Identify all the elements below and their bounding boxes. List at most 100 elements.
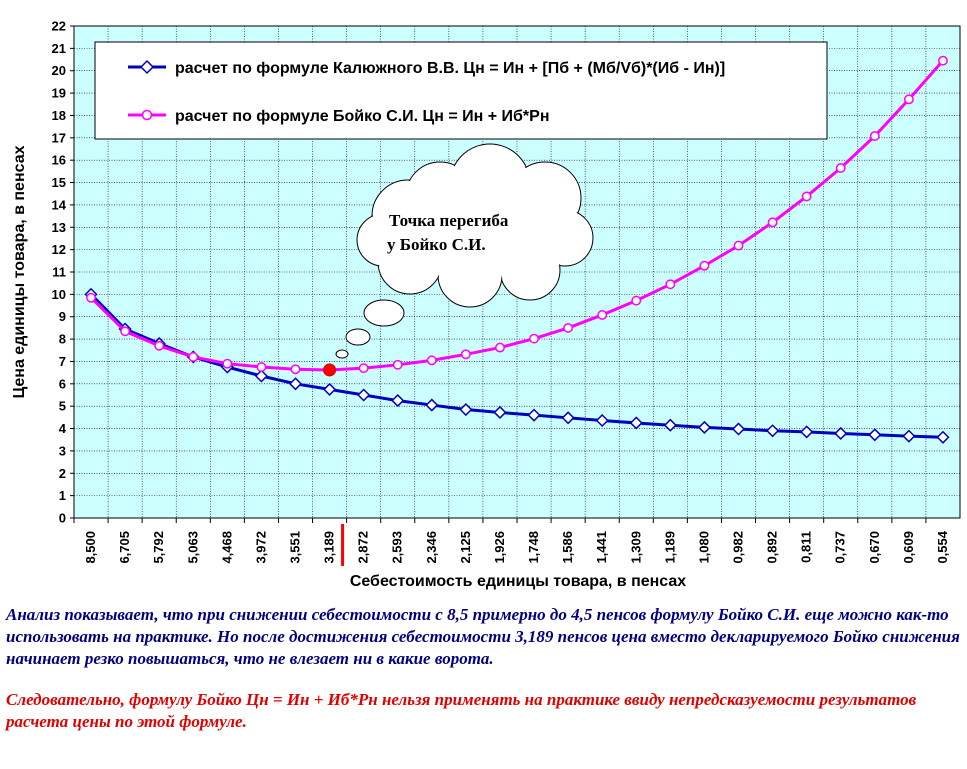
x-tick-label: 1,080: [696, 531, 711, 564]
data-point-0: [288, 377, 303, 391]
data-point-1: [460, 349, 471, 360]
x-tick-label: 5,063: [185, 531, 200, 564]
x-tick-label: 2,346: [424, 531, 439, 564]
x-tick-label: 0,892: [765, 531, 780, 564]
data-point-0: [493, 405, 507, 420]
x-tick-label: 1,748: [526, 531, 541, 564]
data-point-0: [527, 408, 541, 422]
x-tick-label: 3,972: [253, 531, 268, 564]
data-point-0: [561, 411, 575, 425]
y-tick-label: 3: [59, 443, 66, 458]
x-tick-label: 1,441: [594, 531, 609, 564]
data-point-1: [631, 295, 642, 306]
y-tick-label: 6: [59, 376, 66, 391]
x-tick-label: 6,705: [117, 531, 132, 564]
y-tick-label: 19: [52, 86, 66, 101]
x-tick-label: 2,593: [390, 531, 405, 564]
y-tick-label: 12: [52, 242, 66, 257]
x-tick-label: 0,554: [935, 530, 950, 563]
y-tick-label: 2: [59, 466, 66, 481]
callout-line-2: у Бойко С.И.: [387, 235, 486, 254]
y-tick-label: 8: [59, 332, 66, 347]
data-point-0: [834, 426, 848, 441]
x-tick-label: 1,189: [662, 531, 677, 564]
data-point-1: [256, 362, 267, 372]
data-point-0: [629, 416, 643, 430]
data-point-1: [733, 240, 744, 251]
y-tick-label: 5: [59, 399, 66, 414]
x-tick-label: 1,309: [628, 531, 643, 564]
data-point-1: [222, 358, 233, 369]
conclusion-note: Следовательно, формулу Бойко Цн = Ин + И…: [6, 690, 917, 731]
y-tick-label: 4: [59, 421, 67, 436]
y-axis-title: Цена единицы товара, в пенсах: [11, 145, 28, 398]
data-point-0: [697, 420, 711, 434]
y-tick-label: 11: [52, 265, 66, 280]
data-point-1: [529, 333, 539, 344]
data-point-1: [188, 352, 199, 362]
data-point-0: [936, 430, 950, 444]
data-point-1: [358, 363, 369, 374]
data-point-1: [767, 217, 778, 228]
data-point-1: [699, 260, 710, 271]
data-point-1: [154, 340, 165, 351]
y-tick-label: 13: [52, 220, 66, 235]
y-tick-label: 20: [52, 63, 66, 78]
data-point-0: [595, 413, 609, 428]
data-point-0: [766, 424, 780, 438]
series-line-1: [89, 59, 945, 372]
x-tick-label: 3,551: [288, 531, 303, 564]
data-point-1: [903, 94, 914, 105]
x-tick-label: 0,609: [901, 531, 916, 564]
x-tick-label: 8,500: [83, 531, 98, 564]
data-point-1: [392, 359, 403, 370]
series-group: [84, 55, 950, 444]
x-axis: 8,500 6,705 5,792 5,063 4,468 3,972 3,551 3,189…: [73, 518, 950, 564]
x-tick-label: 0,982: [731, 531, 746, 564]
data-point-1: [495, 342, 505, 353]
x-tick-label: 0,670: [867, 531, 882, 564]
y-tick-label: 15: [52, 175, 66, 190]
y-tick-label: 17: [52, 130, 66, 145]
y-tick-label: 7: [59, 354, 66, 369]
data-point-0: [663, 418, 677, 432]
data-point-0: [254, 369, 268, 383]
inflection-callout: Точка перегиба у Бойко С.И.: [335, 143, 594, 359]
data-point-1: [290, 364, 301, 375]
x-tick-label: 0,811: [799, 531, 814, 563]
x-tick-label: 1,926: [492, 531, 507, 564]
x-tick-label: 1,586: [560, 531, 575, 564]
y-tick-label: 10: [52, 287, 66, 302]
legend-marker-kalyuzhny: [139, 59, 155, 75]
data-point-1: [869, 131, 880, 141]
data-point-1: [563, 322, 574, 333]
data-point-0: [425, 398, 439, 412]
inflection-point: [323, 363, 337, 377]
data-point-1: [86, 292, 96, 303]
data-point-1: [597, 309, 608, 320]
data-point-1: [665, 279, 676, 290]
y-tick-label: 18: [52, 108, 66, 123]
data-point-0: [391, 394, 405, 408]
y-tick-label: 21: [52, 41, 66, 56]
y-tick-label: 16: [52, 153, 66, 168]
legend-marker-boyko: [141, 109, 153, 121]
x-tick-label: 4,468: [219, 531, 234, 564]
y-tick-label: 0: [59, 511, 66, 526]
legend-label-boyko: расчет по формуле Бойко С.И. Цн = Ин + И…: [175, 108, 549, 125]
x-tick-label: 2,125: [458, 531, 473, 564]
data-point-0: [459, 402, 473, 417]
data-point-0: [357, 388, 371, 402]
x-tick-label: 0,737: [833, 531, 848, 564]
x-axis-title: Себестоимость единицы товара, в пенсах: [350, 573, 686, 590]
callout-line-1: Точка перегиба: [389, 211, 509, 230]
x-tick-label: 2,872: [356, 531, 371, 564]
data-point-1: [426, 355, 437, 366]
data-point-0: [731, 422, 746, 436]
data-point-0: [868, 428, 882, 442]
y-tick-label: 9: [59, 309, 66, 324]
x-tick-label: 5,792: [151, 531, 166, 564]
legend: расчет по формуле Калюжного В.В. Цн = Ин…: [94, 41, 828, 140]
data-point-0: [800, 425, 814, 439]
data-point-1: [120, 326, 131, 337]
